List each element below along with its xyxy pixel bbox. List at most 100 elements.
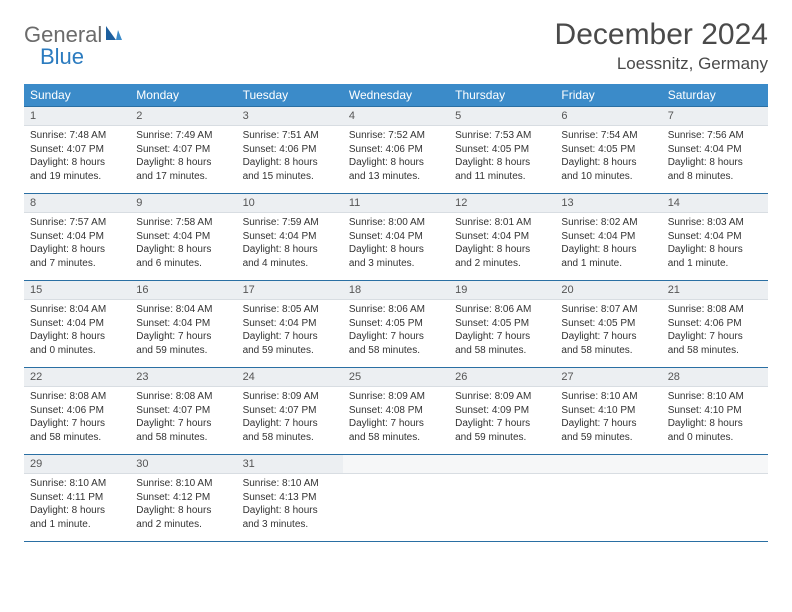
day-number: 14 — [662, 194, 768, 213]
day-number: 3 — [237, 107, 343, 126]
sunrise-line: Sunrise: 8:08 AM — [668, 303, 762, 317]
sunset-line: Sunset: 4:11 PM — [30, 491, 124, 505]
day-details: Sunrise: 7:48 AMSunset: 4:07 PMDaylight:… — [24, 126, 130, 187]
daylight-line: Daylight: 8 hours and 10 minutes. — [561, 156, 655, 183]
calendar-table: Sunday Monday Tuesday Wednesday Thursday… — [24, 84, 768, 542]
sunrise-line: Sunrise: 8:08 AM — [136, 390, 230, 404]
sunset-line: Sunset: 4:07 PM — [30, 143, 124, 157]
calendar-body: 1Sunrise: 7:48 AMSunset: 4:07 PMDaylight… — [24, 107, 768, 542]
day-number: 21 — [662, 281, 768, 300]
day-details: Sunrise: 7:57 AMSunset: 4:04 PMDaylight:… — [24, 213, 130, 274]
day-number: 12 — [449, 194, 555, 213]
sunset-line: Sunset: 4:04 PM — [30, 317, 124, 331]
sunset-line: Sunset: 4:04 PM — [668, 230, 762, 244]
day-number-blank — [662, 455, 768, 474]
sunrise-line: Sunrise: 8:09 AM — [349, 390, 443, 404]
day-number: 7 — [662, 107, 768, 126]
day-number-blank — [449, 455, 555, 474]
day-number: 17 — [237, 281, 343, 300]
day-details: Sunrise: 7:58 AMSunset: 4:04 PMDaylight:… — [130, 213, 236, 274]
day-number: 13 — [555, 194, 661, 213]
calendar-cell: 29Sunrise: 8:10 AMSunset: 4:11 PMDayligh… — [24, 455, 130, 542]
weekday-thursday: Thursday — [449, 84, 555, 107]
sunset-line: Sunset: 4:05 PM — [455, 143, 549, 157]
calendar-cell: 6Sunrise: 7:54 AMSunset: 4:05 PMDaylight… — [555, 107, 661, 194]
calendar-cell: 16Sunrise: 8:04 AMSunset: 4:04 PMDayligh… — [130, 281, 236, 368]
calendar-cell — [555, 455, 661, 542]
sunrise-line: Sunrise: 7:56 AM — [668, 129, 762, 143]
calendar-row: 8Sunrise: 7:57 AMSunset: 4:04 PMDaylight… — [24, 194, 768, 281]
day-details: Sunrise: 7:49 AMSunset: 4:07 PMDaylight:… — [130, 126, 236, 187]
day-number-blank — [555, 455, 661, 474]
sunset-line: Sunset: 4:04 PM — [668, 143, 762, 157]
calendar-row: 22Sunrise: 8:08 AMSunset: 4:06 PMDayligh… — [24, 368, 768, 455]
calendar-cell: 25Sunrise: 8:09 AMSunset: 4:08 PMDayligh… — [343, 368, 449, 455]
day-details: Sunrise: 7:51 AMSunset: 4:06 PMDaylight:… — [237, 126, 343, 187]
day-details: Sunrise: 8:09 AMSunset: 4:07 PMDaylight:… — [237, 387, 343, 448]
day-details: Sunrise: 8:08 AMSunset: 4:06 PMDaylight:… — [662, 300, 768, 361]
sunrise-line: Sunrise: 7:48 AM — [30, 129, 124, 143]
sunset-line: Sunset: 4:05 PM — [349, 317, 443, 331]
day-number: 22 — [24, 368, 130, 387]
sunrise-line: Sunrise: 8:10 AM — [243, 477, 337, 491]
daylight-line: Daylight: 8 hours and 6 minutes. — [136, 243, 230, 270]
day-details: Sunrise: 8:10 AMSunset: 4:10 PMDaylight:… — [662, 387, 768, 448]
sunset-line: Sunset: 4:10 PM — [668, 404, 762, 418]
calendar-cell: 21Sunrise: 8:08 AMSunset: 4:06 PMDayligh… — [662, 281, 768, 368]
day-details: Sunrise: 7:56 AMSunset: 4:04 PMDaylight:… — [662, 126, 768, 187]
day-number-blank — [343, 455, 449, 474]
daylight-line: Daylight: 8 hours and 1 minute. — [30, 504, 124, 531]
sunrise-line: Sunrise: 8:03 AM — [668, 216, 762, 230]
day-number: 27 — [555, 368, 661, 387]
daylight-line: Daylight: 7 hours and 58 minutes. — [668, 330, 762, 357]
sunrise-line: Sunrise: 7:58 AM — [136, 216, 230, 230]
day-details: Sunrise: 8:10 AMSunset: 4:13 PMDaylight:… — [237, 474, 343, 535]
day-details: Sunrise: 8:08 AMSunset: 4:07 PMDaylight:… — [130, 387, 236, 448]
day-details: Sunrise: 8:10 AMSunset: 4:11 PMDaylight:… — [24, 474, 130, 535]
sunrise-line: Sunrise: 8:06 AM — [349, 303, 443, 317]
calendar-cell: 10Sunrise: 7:59 AMSunset: 4:04 PMDayligh… — [237, 194, 343, 281]
daylight-line: Daylight: 8 hours and 7 minutes. — [30, 243, 124, 270]
day-details: Sunrise: 8:06 AMSunset: 4:05 PMDaylight:… — [449, 300, 555, 361]
calendar-cell: 11Sunrise: 8:00 AMSunset: 4:04 PMDayligh… — [343, 194, 449, 281]
calendar-cell: 5Sunrise: 7:53 AMSunset: 4:05 PMDaylight… — [449, 107, 555, 194]
day-number: 6 — [555, 107, 661, 126]
daylight-line: Daylight: 8 hours and 3 minutes. — [349, 243, 443, 270]
daylight-line: Daylight: 8 hours and 3 minutes. — [243, 504, 337, 531]
sunset-line: Sunset: 4:06 PM — [30, 404, 124, 418]
calendar-row: 1Sunrise: 7:48 AMSunset: 4:07 PMDaylight… — [24, 107, 768, 194]
sunrise-line: Sunrise: 7:57 AM — [30, 216, 124, 230]
sunrise-line: Sunrise: 8:02 AM — [561, 216, 655, 230]
sunset-line: Sunset: 4:12 PM — [136, 491, 230, 505]
day-details: Sunrise: 8:10 AMSunset: 4:12 PMDaylight:… — [130, 474, 236, 535]
calendar-cell: 31Sunrise: 8:10 AMSunset: 4:13 PMDayligh… — [237, 455, 343, 542]
day-details: Sunrise: 8:07 AMSunset: 4:05 PMDaylight:… — [555, 300, 661, 361]
calendar-cell: 28Sunrise: 8:10 AMSunset: 4:10 PMDayligh… — [662, 368, 768, 455]
sunrise-line: Sunrise: 8:06 AM — [455, 303, 549, 317]
day-details: Sunrise: 8:00 AMSunset: 4:04 PMDaylight:… — [343, 213, 449, 274]
day-number: 9 — [130, 194, 236, 213]
daylight-line: Daylight: 8 hours and 1 minute. — [561, 243, 655, 270]
sunset-line: Sunset: 4:04 PM — [455, 230, 549, 244]
sunset-line: Sunset: 4:06 PM — [349, 143, 443, 157]
daylight-line: Daylight: 8 hours and 19 minutes. — [30, 156, 124, 183]
calendar-row: 29Sunrise: 8:10 AMSunset: 4:11 PMDayligh… — [24, 455, 768, 542]
calendar-cell — [662, 455, 768, 542]
sunrise-line: Sunrise: 8:08 AM — [30, 390, 124, 404]
calendar-cell: 14Sunrise: 8:03 AMSunset: 4:04 PMDayligh… — [662, 194, 768, 281]
day-details: Sunrise: 7:54 AMSunset: 4:05 PMDaylight:… — [555, 126, 661, 187]
day-number: 29 — [24, 455, 130, 474]
day-details: Sunrise: 8:10 AMSunset: 4:10 PMDaylight:… — [555, 387, 661, 448]
logo-word2: Blue — [40, 44, 84, 69]
calendar-cell: 12Sunrise: 8:01 AMSunset: 4:04 PMDayligh… — [449, 194, 555, 281]
calendar-cell: 13Sunrise: 8:02 AMSunset: 4:04 PMDayligh… — [555, 194, 661, 281]
calendar-cell: 4Sunrise: 7:52 AMSunset: 4:06 PMDaylight… — [343, 107, 449, 194]
daylight-line: Daylight: 7 hours and 59 minutes. — [561, 417, 655, 444]
sunset-line: Sunset: 4:07 PM — [136, 143, 230, 157]
daylight-line: Daylight: 8 hours and 0 minutes. — [30, 330, 124, 357]
day-number: 25 — [343, 368, 449, 387]
sunset-line: Sunset: 4:05 PM — [455, 317, 549, 331]
day-number: 30 — [130, 455, 236, 474]
daylight-line: Daylight: 7 hours and 58 minutes. — [243, 417, 337, 444]
day-details: Sunrise: 8:01 AMSunset: 4:04 PMDaylight:… — [449, 213, 555, 274]
